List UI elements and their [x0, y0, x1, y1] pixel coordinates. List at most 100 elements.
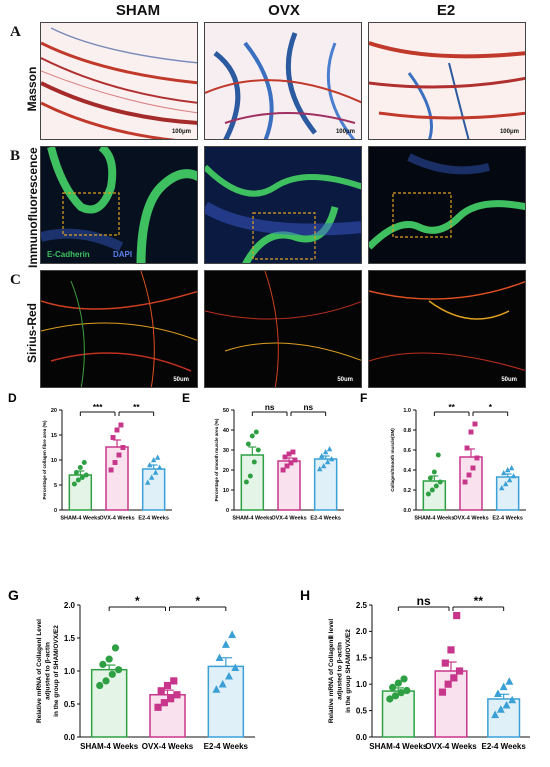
- chart-f-point-2-3: [510, 473, 517, 479]
- chart-g-point-2-6: [228, 630, 237, 638]
- chart-e-point-1-2: [288, 460, 294, 466]
- chart-h-point-1-3: [455, 667, 464, 675]
- chart-f-point-0-3: [437, 479, 443, 485]
- chart-h-bar-2: [487, 698, 521, 738]
- chart-e-point-1-0: [280, 467, 286, 473]
- chart-f-point-1-5: [468, 429, 474, 435]
- chart-d-ytick-label-2: 10: [51, 458, 57, 464]
- chart-f-ytick-label-2: 0.4: [403, 468, 412, 474]
- chart-e-ytick-label-2: 20: [223, 468, 229, 474]
- chart-g-point-2-3: [231, 663, 240, 671]
- chart-g-ytick-label-1: 0.5: [64, 700, 76, 709]
- chart-d-ytick-label-1: 5: [54, 483, 57, 489]
- chart-d-category-2: E2-4 Weeks: [138, 516, 168, 522]
- chart-g-point-0-1: [102, 677, 110, 685]
- chart-e-point-1-6: [290, 449, 296, 455]
- chart-h-point-0-5: [394, 679, 402, 687]
- chart-h-point-2-3: [508, 695, 517, 704]
- chart-d-point-1-0: [108, 467, 114, 473]
- chart-f-ylabel-0: Collagen/Smooth muscle(SM): [390, 428, 395, 492]
- chart-h-point-0-0: [386, 695, 394, 703]
- chart-h-sig-label-0: ns: [417, 594, 431, 608]
- chart-g-ytick-label-4: 2.0: [64, 601, 76, 610]
- chart-f-point-0-5: [431, 469, 437, 475]
- panel-letter-b: B: [10, 148, 21, 164]
- chart-h-ylabel-0: Relative mRNA of CollagenⅢ level: [327, 619, 335, 723]
- chart-h-point-1-1: [444, 680, 452, 688]
- scale-bar-masson-e2: 100μm: [499, 129, 519, 135]
- chart-f-point-1-1: [466, 472, 472, 478]
- scale-bar-masson-sham: 100μm: [171, 129, 191, 135]
- chart-d-point-0-4: [73, 470, 79, 475]
- chart-f-point-1-0: [462, 479, 468, 485]
- chart-e-point-2-4: [318, 453, 325, 459]
- chart-d-ylabel-0: Percentage of collagen fibre area (%): [42, 420, 47, 500]
- chart-f-point-0-1: [429, 487, 435, 493]
- chart-e-point-0-0: [243, 479, 249, 485]
- scale-bar-masson-ovx: 100μm: [335, 129, 355, 135]
- chart-d-point-0-1: [75, 477, 81, 483]
- chart-h-point-1-5: [447, 646, 455, 654]
- chart-h-point-2-5: [499, 682, 508, 691]
- stain-label-ecadherin: E-Cadherin: [47, 250, 90, 259]
- chart-e-point-0-4: [245, 441, 251, 447]
- scale-bar-sirius-sham: 50um: [173, 377, 189, 383]
- chart-d-category-1: OVX-4 Weeks: [99, 516, 134, 522]
- chart-d-point-1-4: [110, 435, 116, 440]
- masson-sham-image: 100μm: [40, 22, 198, 140]
- chart-h-ytick-label-0: 0.0: [356, 733, 368, 742]
- chart-f-point-0-4: [427, 475, 433, 481]
- chart-h-point-0-4: [389, 683, 397, 691]
- panel-letter-a: A: [10, 24, 21, 40]
- chart-d-sig-label-0: ***: [93, 403, 103, 412]
- chart-f-point-1-3: [474, 455, 480, 461]
- panel-letter-c: C: [10, 272, 21, 288]
- chart-d-point-1-1: [112, 460, 118, 465]
- chart-e-sig-label-1: ns: [304, 403, 314, 412]
- chart-h-ytick-label-4: 2.0: [356, 627, 368, 636]
- chart-g-point-2-4: [215, 653, 224, 662]
- chart-h-ytick-label-1: 0.5: [356, 706, 368, 715]
- if-ovx-image: [204, 146, 362, 264]
- chart-g-point-0-6: [111, 644, 120, 652]
- chart-h-point-2-6: [505, 677, 514, 685]
- chart-f-ytick-label-3: 0.6: [403, 448, 411, 454]
- chart-e-category-1: OVX-4 Weeks: [271, 516, 306, 522]
- chart-e-point-2-5: [322, 449, 329, 455]
- chart-e-bar-2: [313, 458, 338, 511]
- chart-h-point-2-4: [494, 689, 502, 697]
- if-sham-image: E-Cadherin DAPI: [40, 146, 198, 264]
- chart-d-point-2-0: [145, 479, 151, 485]
- chart-e-point-0-5: [249, 433, 255, 439]
- chart-f-ytick-label-1: 0.2: [403, 488, 411, 494]
- chart-f-category-0: SHAM-4 Weeks: [414, 516, 454, 522]
- chart-e-point-0-2: [251, 459, 257, 465]
- chart-d-category-0: SHAM-4 Weeks: [60, 516, 100, 522]
- chart-h-ytick-label-5: 2.5: [356, 601, 368, 610]
- column-header-e2: E2: [436, 2, 456, 19]
- chart-f-point-2-0: [499, 485, 505, 491]
- column-header-ovx: OVX: [268, 2, 300, 19]
- chart-f-point-0-2: [433, 483, 439, 489]
- chart-d-point-0-0: [71, 481, 77, 487]
- chart-e-point-1-4: [282, 454, 288, 460]
- chart-f-letter: F: [360, 391, 367, 405]
- chart-d-bar-2: [141, 468, 166, 511]
- chart-h-point-1-2: [450, 674, 458, 682]
- chart-f-ytick-label-4: 0.8: [403, 428, 411, 434]
- chart-d-point-0-2: [79, 475, 85, 480]
- chart-g-sig-label-0: *: [135, 594, 140, 608]
- chart-h-sig-label-1: **: [474, 594, 484, 608]
- chart-f-point-1-6: [472, 421, 478, 427]
- chart-e-point-0-6: [253, 429, 259, 435]
- chart-g-ytick-label-3: 1.5: [64, 634, 76, 643]
- chart-f-point-1-2: [470, 465, 476, 471]
- chart-d-point-1-5: [114, 427, 120, 433]
- sirius-e2-image: 50um: [368, 270, 526, 388]
- chart-g-point-1-6: [170, 677, 178, 685]
- chart-e-point-1-1: [284, 463, 290, 469]
- chart-f-sig-label-1: *: [489, 403, 493, 412]
- chart-g-category-1: OVX-4 Weeks: [142, 742, 194, 751]
- scale-bar-sirius-ovx: 50um: [337, 377, 353, 383]
- chart-e-point-0-1: [247, 473, 253, 479]
